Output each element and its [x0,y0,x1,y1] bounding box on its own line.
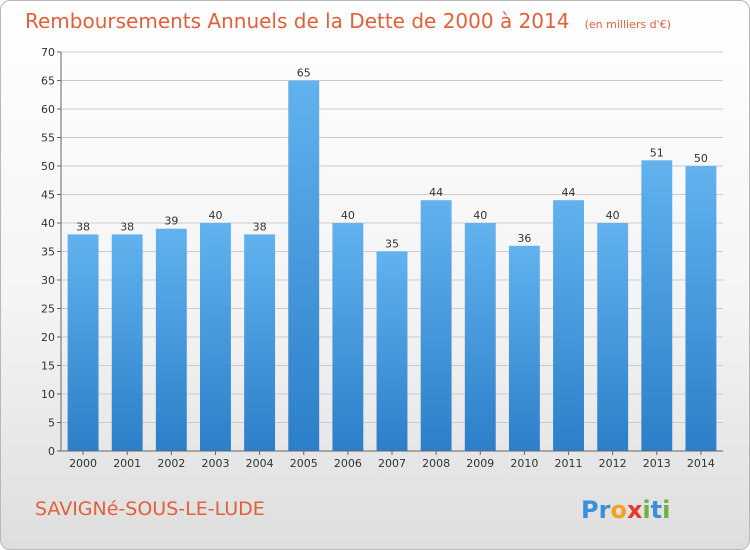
x-tick-label-2011: 2011 [555,457,583,470]
logo-letter-2: o [610,496,627,524]
bar-2006 [332,223,364,451]
data-label-2014: 50 [694,152,708,165]
data-label-2008: 44 [429,186,443,199]
logo-letter-3: x [627,496,643,524]
logo-letter-1: r [599,496,611,524]
logo-letter-0: P [581,496,599,524]
chart-title-main: Remboursements Annuels de la Dette de 20… [25,9,569,33]
data-label-2005: 65 [297,67,311,80]
x-tick-label-2013: 2013 [643,457,671,470]
y-tick-label-25: 25 [41,303,55,316]
proxiti-logo[interactable]: Proxiti [581,496,670,524]
x-tick-label-2007: 2007 [378,457,406,470]
x-tick-label-2003: 2003 [201,457,229,470]
data-label-2013: 51 [650,146,664,159]
chart-title: Remboursements Annuels de la Dette de 20… [25,9,671,33]
x-tick-label-2014: 2014 [687,457,715,470]
bar-2009 [464,223,496,451]
y-tick-label-60: 60 [41,103,55,116]
x-tick-label-2006: 2006 [334,457,362,470]
logo-letter-6: i [662,496,670,524]
bar-2014 [685,166,717,451]
bar-2011 [553,200,584,451]
y-tick-label-40: 40 [41,217,55,230]
bar-2010 [508,245,540,451]
bars [67,80,717,452]
x-tick-label-2002: 2002 [157,457,185,470]
y-tick-label-50: 50 [41,160,55,173]
bar-2004 [244,234,276,451]
y-tick-label-15: 15 [41,360,55,373]
logo-letter-5: t [651,496,662,524]
y-tick-label-55: 55 [41,132,55,145]
x-tick-label-2001: 2001 [113,457,141,470]
y-tick-label-35: 35 [41,246,55,259]
data-label-2006: 40 [341,209,355,222]
data-label-2011: 44 [562,186,576,199]
data-label-2010: 36 [517,232,531,245]
data-label-2007: 35 [385,238,399,251]
y-tick-label-45: 45 [41,189,55,202]
data-label-2002: 39 [164,215,178,228]
data-label-2009: 40 [473,209,487,222]
y-tick-label-0: 0 [48,445,55,458]
data-label-2001: 38 [120,220,134,233]
x-tick-label-2008: 2008 [422,457,450,470]
y-tick-label-65: 65 [41,75,55,88]
x-tick-label-2010: 2010 [510,457,538,470]
bar-2007 [376,251,408,451]
y-axis-ticks: 0 5 10 15 20 25 30 35 40 45 50 55 60 65 70 [41,46,61,458]
y-tick-label-70: 70 [41,46,55,59]
x-axis-ticks: 2000 2001 2002 2003 2004 2005 2006 2007 2008 2009… [69,451,715,470]
data-label-2003: 40 [208,209,222,222]
y-tick-label-10: 10 [41,388,55,401]
chart-title-unit: (en milliers d'€) [585,18,671,31]
bar-2008 [420,200,452,451]
bar-2012 [597,223,629,451]
y-tick-label-30: 30 [41,274,55,287]
bar-2003 [200,223,231,451]
data-label-2004: 38 [253,220,267,233]
city-name: SAVIGNé-SOUS-LE-LUDE [35,498,265,520]
bar-2013 [641,160,673,452]
x-tick-label-2000: 2000 [69,457,97,470]
x-tick-label-2005: 2005 [290,457,318,470]
x-tick-label-2012: 2012 [599,457,627,470]
bar-2000 [67,234,99,451]
bar-2001 [111,234,143,451]
x-tick-label-2009: 2009 [466,457,494,470]
data-label-2000: 38 [76,220,90,233]
x-tick-label-2004: 2004 [246,457,274,470]
y-tick-label-5: 5 [48,417,55,430]
bar-2005 [288,80,320,451]
data-labels: 38 38 39 40 38 65 40 35 44 40 36 44 40 51 50 [76,67,708,251]
data-label-2012: 40 [606,209,620,222]
y-tick-label-20: 20 [41,331,55,344]
logo-letter-4: i [642,496,650,524]
bar-2002 [155,228,187,451]
